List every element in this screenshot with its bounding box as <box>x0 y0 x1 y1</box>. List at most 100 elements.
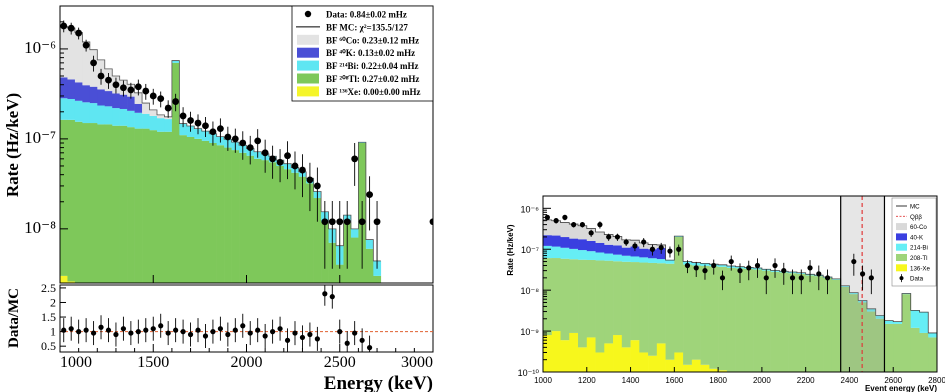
legend-swatch-tl208 <box>297 73 319 84</box>
stack-bar-bi214 <box>648 258 658 263</box>
stack-bar-co60 <box>74 32 83 83</box>
ratio-point <box>217 326 223 332</box>
stack-bar-tl208 <box>246 155 255 283</box>
legend-label-mc: BF MC: χ²=135.5/127 <box>326 22 408 32</box>
legend-label-mc: MC <box>910 204 920 211</box>
stack-bar-xe136 <box>691 359 701 372</box>
x-tick-label: 2500 <box>324 354 356 371</box>
ratio-point <box>98 324 104 330</box>
stack-bar-bi214 <box>365 239 374 249</box>
data-point <box>172 98 180 105</box>
stack-bar-tl208 <box>156 131 165 283</box>
stack-bar-tl208 <box>901 294 912 372</box>
data-point <box>142 87 150 95</box>
stack-bar-bi214 <box>60 98 68 120</box>
ratio-point <box>366 345 373 351</box>
data-point <box>553 218 559 224</box>
right-chart: 10⁻⁶ 10⁻⁷ 10⁻⁸ 10⁻⁹ 10⁻¹⁰ Rate (Hz/keV) 1000 12… <box>506 195 945 392</box>
stack-bar-co60 <box>156 114 165 119</box>
stack-bar-k40 <box>67 79 76 99</box>
ratio-point <box>277 326 283 332</box>
data-point <box>746 265 752 271</box>
ratio-point <box>68 326 74 332</box>
legend-label-qbb: Qββ <box>910 214 922 221</box>
stack-bar-bi214 <box>639 257 649 263</box>
stack-bar-xe136 <box>604 343 614 372</box>
stack-bar-bi214 <box>127 110 135 128</box>
stack-bar-tl208 <box>744 268 754 372</box>
stack-bar-bi214 <box>569 248 579 260</box>
stack-bar-co60 <box>164 116 173 120</box>
ratio-point <box>299 334 306 341</box>
ratio-point <box>352 330 358 336</box>
stack-bar-k40 <box>127 96 135 111</box>
data-point <box>313 182 321 190</box>
data-point <box>67 24 75 32</box>
stack-bar-tl208 <box>805 275 815 372</box>
stack-bar-xe136 <box>709 368 719 372</box>
stack-bar-tl208 <box>268 162 277 283</box>
legend-box <box>891 197 937 287</box>
data-point <box>606 234 612 240</box>
data-point <box>676 246 682 252</box>
stack-bar-tl208 <box>253 158 262 283</box>
stack-bar-tl208 <box>365 248 374 283</box>
stack-bar-xe136 <box>569 332 579 372</box>
legend-label-k40: 40-K <box>910 234 924 241</box>
stack-bar-bi214 <box>74 100 83 122</box>
stack-bar-tl208 <box>551 258 561 332</box>
stack-bar-co60 <box>560 222 570 238</box>
x-tick-label: 2000 <box>753 376 771 385</box>
stack-bar-k40 <box>60 77 68 99</box>
x-tick-label: 2000 <box>231 354 263 371</box>
stack-bar-co60 <box>82 41 91 86</box>
legend-swatch-bi214 <box>896 243 907 251</box>
stack-bar-xe136 <box>60 275 68 283</box>
data-point <box>781 268 787 274</box>
data-point <box>711 262 717 269</box>
stack-bar-bi214 <box>928 332 937 338</box>
stack-bar-bi214 <box>134 112 143 129</box>
ratio-point <box>292 330 298 336</box>
stack-bar-co60 <box>578 225 588 240</box>
y-tick-label: 10⁻⁷ <box>521 245 539 255</box>
stack-bar-k40 <box>134 103 143 113</box>
ratio-point <box>165 330 171 336</box>
stack-bar-k40 <box>112 93 120 109</box>
stack-bar-tl208 <box>639 262 649 353</box>
stack-bar-tl208 <box>560 258 570 341</box>
ratio-point <box>105 327 112 333</box>
stack-bar-bi214 <box>875 315 885 319</box>
stack-bar-k40 <box>104 91 113 107</box>
data-point <box>824 275 831 281</box>
data-point <box>321 218 329 226</box>
legend-label-co60: 60-Co <box>910 224 927 231</box>
stack-bar-k40 <box>74 82 83 101</box>
data-point <box>588 230 594 236</box>
ratio-point <box>284 337 291 343</box>
data-point <box>269 155 277 163</box>
data-point <box>544 214 550 220</box>
stack-bar-tl208 <box>849 294 859 372</box>
data-point <box>134 83 142 91</box>
data-point <box>719 275 726 281</box>
stack-bar-co60 <box>134 92 143 104</box>
stack-bar-tl208 <box>239 152 247 283</box>
ratio-point <box>344 340 350 346</box>
x-tick-label: 1400 <box>622 376 640 385</box>
stack-bar-bi214 <box>718 264 728 267</box>
ratio-y-tick-label: 2.5 <box>41 281 56 295</box>
stack-bar-xe136 <box>578 347 588 372</box>
stack-bar-tl208 <box>814 276 824 372</box>
stack-bar-xe136 <box>551 331 561 372</box>
stack-bar-bi214 <box>350 228 359 238</box>
ratio-point <box>270 329 276 335</box>
stack-bar-tl208 <box>691 265 701 360</box>
stack-bar-bi214 <box>578 250 588 260</box>
stack-bar-k40 <box>560 237 570 248</box>
x-axis-label: Energy (keV) <box>324 373 433 392</box>
stack-bar-tl208 <box>604 260 614 344</box>
data-point <box>224 133 232 141</box>
stack-bar-tl208 <box>142 128 150 283</box>
ratio-point <box>314 336 320 342</box>
